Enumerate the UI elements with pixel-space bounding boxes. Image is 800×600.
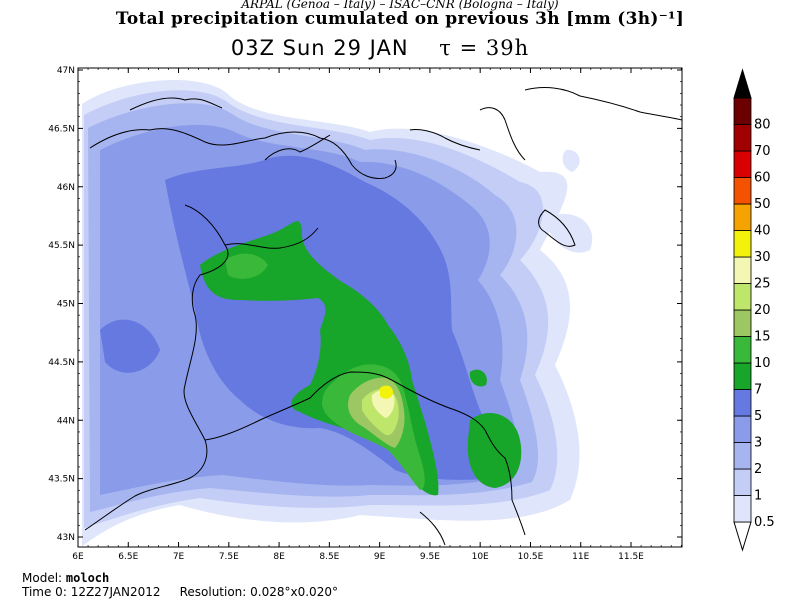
lat-label: 44.5N bbox=[48, 358, 75, 368]
colorbar-swatch bbox=[733, 283, 752, 311]
colorbar-label: 40 bbox=[754, 224, 771, 239]
precip-area-5mm bbox=[100, 319, 160, 373]
model-label: Model: bbox=[22, 571, 63, 585]
lat-label: 45.5N bbox=[48, 241, 75, 251]
colorbar-label: 0.5 bbox=[754, 515, 775, 530]
colorbar-label: 15 bbox=[754, 330, 771, 345]
border-line bbox=[84, 204, 229, 531]
lon-label: 8.5E bbox=[319, 552, 339, 562]
precipitation-field bbox=[82, 80, 593, 546]
border-line bbox=[479, 107, 526, 161]
axis-ticks bbox=[77, 68, 682, 547]
credits-line: ARPAL (Genoa – Italy) – ISAC–CNR (Bologn… bbox=[241, 0, 559, 11]
colorbar-label: 30 bbox=[754, 250, 771, 265]
border-line bbox=[264, 134, 331, 161]
colorbar-swatch bbox=[733, 415, 752, 443]
longitude-labels: 6E 6.5E 7E 7.5E 8E 8.5E 9E 9.5E 10E 10.5E 11E 11.5E bbox=[72, 552, 644, 562]
colorbar-label: 10 bbox=[754, 356, 771, 371]
lat-label: 45N bbox=[57, 300, 75, 310]
chart-title: Total precipitation cumulated on previou… bbox=[115, 9, 685, 29]
colorbar-swatch bbox=[733, 309, 752, 337]
model-info: Model: moloch bbox=[22, 571, 109, 585]
colorbar-label: 7 bbox=[754, 383, 762, 398]
colorbar-swatch bbox=[733, 124, 752, 152]
time0-label: Time 0: bbox=[22, 585, 67, 599]
resolution-label: Resolution: bbox=[179, 585, 247, 599]
colorbar-swatch bbox=[733, 442, 752, 470]
valid-time-line: 03Z Sun 29 JAN τ = 39h bbox=[0, 36, 760, 60]
lat-label: 43.5N bbox=[48, 475, 75, 485]
colorbar-swatch bbox=[733, 230, 752, 258]
precip-area-7mm bbox=[467, 412, 522, 488]
lon-label: 8E bbox=[273, 552, 285, 562]
colorbar-label: 25 bbox=[754, 277, 771, 292]
latitude-labels: 47N 46.5N 46N 45.5N 45N 44.5N 44N 43.5N 43N bbox=[48, 66, 75, 543]
colorbar-label: 80 bbox=[754, 118, 771, 133]
colorbar-label: 3 bbox=[754, 436, 762, 451]
border-line bbox=[129, 97, 223, 111]
colorbar-swatch bbox=[733, 362, 752, 390]
lat-label: 46.5N bbox=[48, 124, 75, 134]
border-line bbox=[538, 209, 576, 247]
colorbar-swatch bbox=[733, 97, 752, 125]
border-line bbox=[419, 511, 446, 546]
colorbar-swatch bbox=[733, 389, 752, 417]
lon-label: 7.5E bbox=[219, 552, 239, 562]
lon-label: 9.5E bbox=[420, 552, 440, 562]
lon-label: 10E bbox=[472, 552, 489, 562]
colorbar-label: 60 bbox=[754, 171, 771, 186]
colorbar-label: 50 bbox=[754, 197, 771, 212]
colorbar-label: 1 bbox=[754, 489, 762, 504]
colorbar-label: 20 bbox=[754, 303, 771, 318]
colorbar-overflow bbox=[733, 68, 752, 99]
lon-label: 9E bbox=[374, 552, 386, 562]
precip-area-7mm bbox=[469, 369, 487, 387]
colorbar-swatch bbox=[733, 150, 752, 178]
lon-label: 10.5E bbox=[518, 552, 544, 562]
precip-area-10mm bbox=[225, 253, 268, 279]
lat-label: 44N bbox=[57, 416, 75, 426]
lat-label: 43N bbox=[57, 533, 75, 543]
precip-area-0.5mm bbox=[545, 213, 593, 253]
lon-label: 7E bbox=[173, 552, 185, 562]
lon-label: 6.5E bbox=[118, 552, 138, 562]
colorbar-swatch bbox=[733, 203, 752, 231]
colorbar: 0.5 1 2 3 5 7 10 15 20 25 30 40 50 60 70 80 bbox=[733, 68, 775, 552]
border-line bbox=[524, 87, 682, 121]
colorbar-label: 2 bbox=[754, 462, 762, 477]
model-name: moloch bbox=[65, 571, 110, 585]
time0-value: 12Z27JAN2012 bbox=[70, 585, 161, 599]
border-line bbox=[224, 227, 319, 249]
border-line bbox=[89, 128, 397, 179]
colorbar-label: 70 bbox=[754, 144, 771, 159]
colorbar-swatch bbox=[733, 256, 752, 284]
coastlines-borders bbox=[84, 87, 682, 546]
colorbar-label: 5 bbox=[754, 409, 762, 424]
precip-area-30mm bbox=[380, 385, 394, 399]
colorbar-swatch bbox=[733, 336, 752, 364]
lon-label: 6E bbox=[72, 552, 84, 562]
colorbar-swatch bbox=[733, 177, 752, 205]
border-line bbox=[409, 129, 481, 151]
lon-label: 11E bbox=[572, 552, 589, 562]
lat-label: 47N bbox=[57, 66, 75, 76]
valid-time: 03Z Sun 29 JAN bbox=[230, 36, 409, 60]
colorbar-swatch bbox=[733, 468, 752, 496]
forecast-lead-time: τ = 39h bbox=[439, 36, 530, 60]
run-info: Time 0: 12Z27JAN2012 Resolution: 0.028°x… bbox=[22, 585, 338, 599]
colorbar-underflow bbox=[733, 521, 752, 552]
lat-label: 46N bbox=[57, 183, 75, 193]
lon-label: 11.5E bbox=[618, 552, 644, 562]
border-line bbox=[204, 371, 526, 536]
resolution-value: 0.028°x0.020° bbox=[250, 585, 338, 599]
colorbar-swatch bbox=[733, 495, 752, 523]
precip-area-0.5mm bbox=[562, 149, 580, 172]
